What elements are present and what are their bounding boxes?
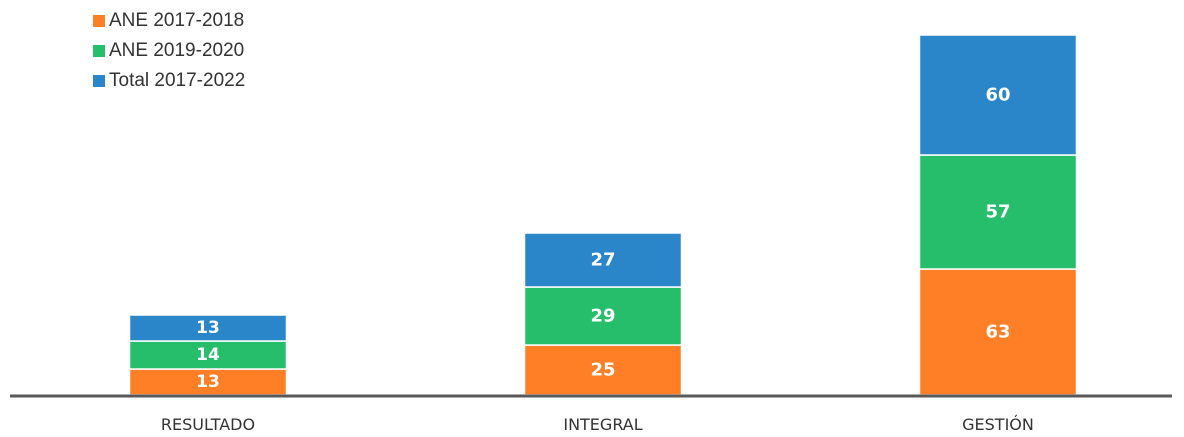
legend-label: Total 2017-2022: [109, 70, 246, 91]
category-label-resultado: RESULTADO: [161, 415, 255, 434]
data-label-integral-total-2017-2022: 27: [590, 250, 615, 271]
data-label-integral-ane-2017-2018: 25: [590, 360, 615, 381]
legend-swatch: [93, 75, 105, 87]
legend: ANE 2017-2018 ANE 2019-2020 Total 2017-2…: [93, 6, 245, 96]
category-label-gestion: GESTIÓN: [962, 415, 1034, 434]
data-label-gestion-total-2017-2022: 60: [985, 85, 1010, 106]
data-label-gestion-ane-2017-2018: 63: [985, 322, 1010, 343]
bar-resultado-total-2017-2022: [128, 314, 288, 342]
bar-integral-ane-2019-2020: [523, 286, 683, 346]
bar-gestion-total-2017-2022: [918, 34, 1078, 156]
bar-gestion-ane-2019-2020: [918, 154, 1078, 270]
data-label-integral-ane-2019-2020: 29: [590, 306, 615, 327]
bar-integral-total-2017-2022: [523, 232, 683, 288]
data-label-resultado-ane-2017-2018: 13: [196, 372, 220, 392]
bar-integral-ane-2017-2018: [523, 344, 683, 396]
data-label-resultado-ane-2019-2020: 14: [196, 345, 220, 365]
legend-item-ane-2019-2020: ANE 2019-2020: [93, 36, 245, 66]
legend-label: ANE 2017-2018: [109, 10, 245, 31]
legend-item-ane-2017-2018: ANE 2017-2018: [93, 6, 245, 36]
bar-gestion-ane-2017-2018: [918, 268, 1078, 396]
bars-layer: 13 14 13 25 29 27 63 57 60: [128, 34, 1078, 396]
data-label-resultado-total-2017-2022: 13: [196, 318, 220, 338]
data-label-gestion-ane-2019-2020: 57: [985, 202, 1010, 223]
legend-item-total-2017-2022: Total 2017-2022: [93, 66, 245, 96]
legend-swatch: [93, 45, 105, 57]
category-label-integral: INTEGRAL: [563, 415, 642, 434]
legend-swatch: [93, 15, 105, 27]
category-labels-layer: RESULTADO INTEGRAL GESTIÓN: [161, 415, 1034, 434]
legend-label: ANE 2019-2020: [109, 40, 245, 61]
